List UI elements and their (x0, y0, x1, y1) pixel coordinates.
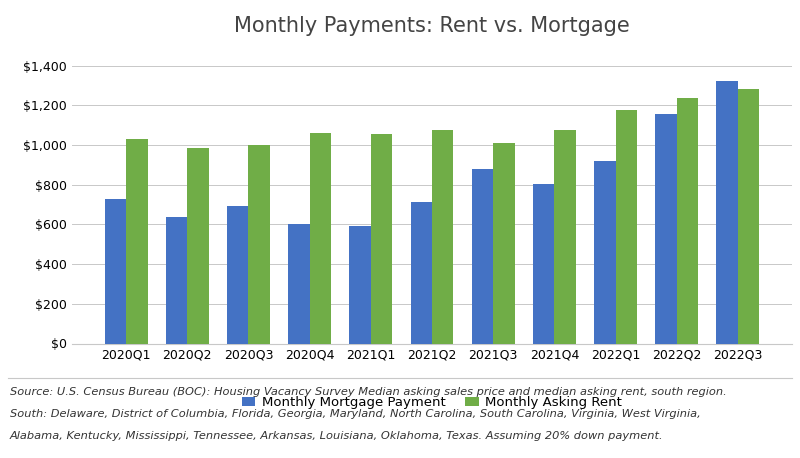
Bar (677, 98, 698, 344)
Bar (105, 199, 126, 344)
Bar (249, 145, 270, 344)
Bar (655, 114, 677, 344)
Legend: Monthly Mortgage Payment, Monthly Asking Rent: Monthly Mortgage Payment, Monthly Asking… (242, 396, 622, 409)
Bar (288, 224, 310, 344)
Bar (371, 134, 392, 344)
Text: Alabama, Kentucky, Mississippi, Tennessee, Arkansas, Louisiana, Oklahoma, Texas.: Alabama, Kentucky, Mississippi, Tennesse… (10, 431, 663, 441)
Bar (432, 130, 454, 344)
Bar (615, 110, 637, 344)
Title: Monthly Payments: Rent vs. Mortgage: Monthly Payments: Rent vs. Mortgage (234, 16, 630, 36)
Text: Source: U.S. Census Bureau (BOC): Housing Vacancy Survey Median asking sales pri: Source: U.S. Census Bureau (BOC): Housin… (10, 387, 726, 397)
Bar (717, 81, 738, 344)
Bar (472, 169, 493, 344)
Bar (310, 133, 331, 344)
Bar (350, 226, 371, 344)
Bar (738, 89, 759, 344)
Bar (126, 139, 147, 344)
Text: South: Delaware, District of Columbia, Florida, Georgia, Maryland, North Carolin: South: Delaware, District of Columbia, F… (10, 409, 700, 419)
Bar (493, 143, 514, 344)
Bar (187, 148, 209, 344)
Bar (554, 130, 576, 344)
Bar (410, 202, 432, 344)
Bar (227, 206, 249, 344)
Bar (594, 161, 615, 344)
Bar (533, 184, 554, 344)
Bar (166, 217, 187, 344)
